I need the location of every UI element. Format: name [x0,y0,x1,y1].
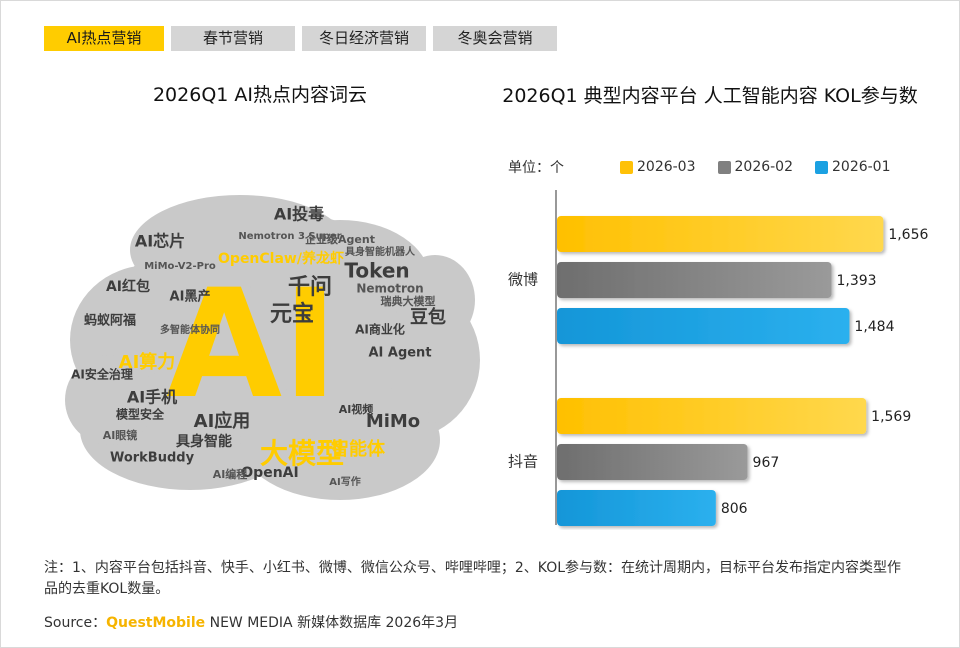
source-line: Source：QuestMobile NEW MEDIA 新媒体数据库 2026… [44,612,458,632]
bar [557,262,832,298]
bar [557,216,884,252]
tab-bar: AI热点营销 春节营销 冬日经济营销 冬奥会营销 [44,26,557,51]
cloud-word: Nemotron [356,282,423,296]
cloud-word: AI商业化 [355,322,405,337]
cloud-word: AI芯片 [135,232,185,251]
data-label: 1,484 [854,319,894,335]
category-label: 微博 [508,271,538,289]
cloud-word: AI Agent [368,346,431,361]
source-brand: QuestMobile [106,615,206,631]
word-cloud-shape [65,195,480,500]
cloud-word: 千问 [288,275,332,300]
legend-swatch-2026-01 [815,160,828,174]
word-cloud-title: 2026Q1 AI热点内容词云 [152,84,368,106]
legend-label-2026-02: 2026-02 [734,159,794,175]
cloud-word: 企业级Agent [304,232,375,246]
cloud-word: AI应用 [194,410,251,432]
bar [557,444,748,480]
cloud-word: AI投毒 [274,205,324,224]
footnote: 注：1、内容平台包括抖音、快手、小红书、微博、微信公众号、哔哩哔哩；2、KOL参… [44,560,902,597]
cloud-word: 蚂蚁阿福 [84,313,136,329]
cloud-word: 具身智能机器人 [344,245,416,258]
cloud-word: Nemotron 3 Super [238,231,341,242]
cloud-word: MiMo-V2-Pro [144,261,216,272]
cloud-word: 瑞典大模型 [381,294,436,308]
cloud-word: 大模型 [260,437,344,470]
cloud-word: Token [344,259,409,283]
data-label: 1,393 [837,273,877,289]
data-label: 806 [721,501,748,517]
legend-item-2026-02: 2026-02 [717,159,794,175]
source-prefix: Source： [44,615,107,631]
data-label: 967 [753,455,780,471]
data-label: 1,656 [888,227,928,243]
cloud-blob [240,380,440,500]
bar-chart-title: 2026Q1 典型内容平台 人工智能内容 KOL参与数 [502,85,918,107]
cloud-blob [395,255,475,345]
cloud-word: AI红包 [106,278,150,295]
cloud-blob [65,355,155,445]
cloud-word: 元宝 [270,301,314,327]
legend-swatch-2026-02 [717,160,731,174]
legend-label-2026-03: 2026-03 [637,159,696,175]
cloud-word: AI安全治理 [71,367,133,382]
cloud-word: MiMo [366,411,420,432]
cloud-word: OpenClaw/养龙虾 [218,250,344,267]
cloud-word: 智能体 [331,438,386,460]
tab-ai-hotspot[interactable]: AI热点营销 [44,26,164,51]
source-suffix: NEW MEDIA 新媒体数据库 2026年3月 [205,615,459,631]
cloud-word: AI手机 [127,388,177,407]
cloud-word: OpenAI [241,465,298,481]
bar [557,398,867,434]
legend-item-2026-03: 2026-03 [620,159,696,175]
cloud-word: AI写作 [329,475,360,488]
cloud-word: 模型安全 [116,407,165,422]
cloud-blob [250,220,430,340]
data-label: 1,569 [871,409,911,425]
chart-legend: 单位：个 2026-03 2026-02 2026-01 [508,156,913,178]
cloud-word: AI [166,258,338,432]
cloud-word: 具身智能 [175,433,232,450]
bar [557,308,850,344]
cloud-word: AI编程 [213,467,248,481]
tab-spring-festival[interactable]: 春节营销 [171,26,295,51]
legend-label-2026-01: 2026-01 [832,159,891,175]
category-label: 抖音 [508,453,538,471]
tab-winter-economy[interactable]: 冬日经济营销 [302,26,426,51]
cloud-word: AI算力 [119,351,176,373]
legend-item-2026-01: 2026-01 [815,159,891,175]
cloud-word: AI黑产 [170,289,211,305]
unit-label: 单位：个 [508,160,564,176]
bar-chart: 微博 1,656 1,393 1,484 抖音 1,569 967 806 [508,190,929,526]
cloud-word: AI视频 [339,402,374,416]
cloud-word: 多智能体协同 [160,323,220,336]
bar [557,490,716,526]
cloud-word: 豆包 [410,306,446,328]
legend-swatch-2026-03 [620,160,633,174]
tab-winter-olympics[interactable]: 冬奥会营销 [433,26,557,51]
cloud-word: WorkBuddy [110,451,195,466]
cloud-word: AI眼镜 [103,428,138,442]
